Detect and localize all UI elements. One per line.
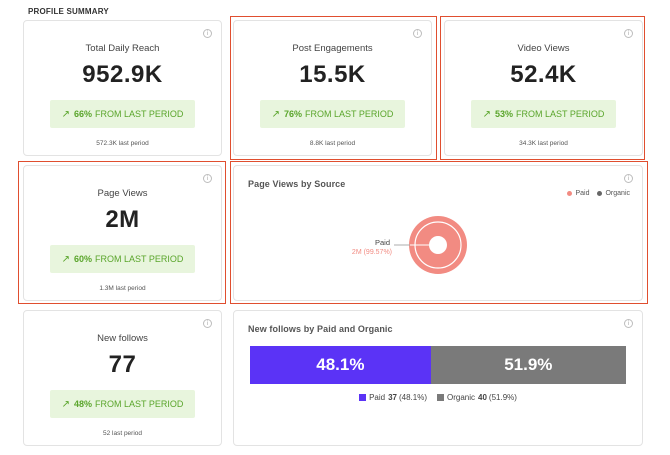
metric-card-new-follows: i New follows 77 ↗ 48% FROM LAST PERIOD … [23, 310, 222, 446]
change-text: FROM LAST PERIOD [95, 399, 184, 409]
change-percent: 66% [74, 109, 93, 119]
legend-dot-organic [597, 191, 603, 196]
trend-up-arrow-icon: ↗ [61, 108, 70, 120]
metric-card-page-views: i Page Views 2M ↗ 60% FROM LAST PERIOD 1… [23, 165, 222, 301]
metric-title: New follows [97, 333, 148, 344]
legend-dot-paid [567, 191, 573, 196]
trend-up-arrow-icon: ↗ [482, 108, 491, 120]
info-icon[interactable]: i [203, 29, 212, 38]
legend-swatch-paid [359, 394, 367, 401]
change-percent: 60% [74, 254, 93, 264]
legend-count: 40 [478, 393, 487, 402]
last-period-value: 52 last period [102, 430, 143, 437]
metric-title: Post Engagements [292, 43, 373, 54]
change-percent: 76% [284, 109, 303, 119]
change-text: FROM LAST PERIOD [305, 109, 394, 119]
legend-swatch-organic [437, 394, 444, 401]
last-period-value: 1.3M last period [99, 285, 146, 292]
info-icon[interactable]: i [203, 174, 212, 183]
metric-card-post-engagements: i Post Engagements 15.5K ↗ 76% FROM LAST… [233, 20, 432, 156]
metric-title: Page Views [97, 188, 148, 199]
metric-value: 77 [108, 351, 137, 378]
trend-up-arrow-icon: ↗ [61, 398, 70, 410]
change-percent: 53% [495, 109, 514, 119]
metric-value: 15.5K [299, 61, 366, 88]
legend-name: Organic [447, 393, 476, 402]
bar-segment-organic[interactable]: 51.9% [430, 346, 626, 384]
change-badge: ↗ 48% FROM LAST PERIOD [50, 390, 195, 418]
legend-percent: (48.1%) [398, 393, 427, 402]
change-badge: ↗ 76% FROM LAST PERIOD [260, 100, 405, 128]
bar-segment-paid[interactable]: 48.1% [250, 346, 431, 384]
metric-value: 952.9K [82, 61, 163, 88]
last-period-value: 34.3K last period [519, 140, 568, 147]
change-text: FROM LAST PERIOD [516, 109, 605, 119]
panel-title: Page Views by Source [248, 179, 346, 189]
chart-legend: Paid Organic [559, 190, 630, 197]
change-badge: ↗ 53% FROM LAST PERIOD [471, 100, 616, 128]
legend-item-paid[interactable]: Paid 37 (48.1%) [359, 393, 427, 402]
info-icon[interactable]: i [624, 29, 633, 38]
last-period-value: 572.3K last period [96, 140, 149, 147]
metric-value: 52.4K [510, 61, 577, 88]
change-text: FROM LAST PERIOD [95, 109, 184, 119]
change-percent: 48% [74, 399, 93, 409]
info-icon[interactable]: i [413, 29, 422, 38]
metric-value: 2M [105, 206, 140, 233]
panel-title: New follows by Paid and Organic [248, 324, 393, 334]
legend-count: 37 [388, 393, 397, 402]
stacked-bar: 48.1% 51.9% [250, 346, 626, 384]
last-period-value: 8.8K last period [309, 140, 356, 147]
metric-title: Video Views [517, 43, 570, 54]
follows-by-paid-organic-panel: i New follows by Paid and Organic 48.1% … [233, 310, 643, 446]
metric-card-total-daily-reach: i Total Daily Reach 952.9K ↗ 66% FROM LA… [23, 20, 222, 156]
change-badge: ↗ 60% FROM LAST PERIOD [50, 245, 195, 273]
legend-item-organic[interactable]: Organic 40 (51.9%) [437, 393, 517, 402]
slice-label: Paid [375, 238, 390, 247]
legend-label: Paid [575, 190, 590, 197]
section-title: PROFILE SUMMARY [28, 7, 109, 16]
metric-card-video-views: i Video Views 52.4K ↗ 53% FROM LAST PERI… [444, 20, 643, 156]
info-icon[interactable]: i [624, 174, 633, 183]
trend-up-arrow-icon: ↗ [271, 108, 280, 120]
page-views-by-source-panel: i Page Views by Source Paid Organic Paid… [233, 165, 643, 301]
legend-item-organic[interactable]: Organic [597, 190, 630, 197]
bar-legend: Paid 37 (48.1%) Organic 40 (51.9%) [234, 393, 642, 402]
info-icon[interactable]: i [624, 319, 633, 328]
change-text: FROM LAST PERIOD [95, 254, 184, 264]
legend-label: Organic [605, 190, 630, 197]
info-icon[interactable]: i [203, 319, 212, 328]
slice-value: 2M (99.57%) [352, 249, 392, 256]
legend-percent: (51.9%) [488, 393, 517, 402]
change-badge: ↗ 66% FROM LAST PERIOD [50, 100, 195, 128]
legend-name: Paid [369, 393, 386, 402]
trend-up-arrow-icon: ↗ [61, 253, 70, 265]
donut-chart: Paid 2M (99.57%) [352, 216, 467, 274]
metric-title: Total Daily Reach [85, 43, 160, 54]
legend-item-paid[interactable]: Paid [567, 190, 589, 197]
